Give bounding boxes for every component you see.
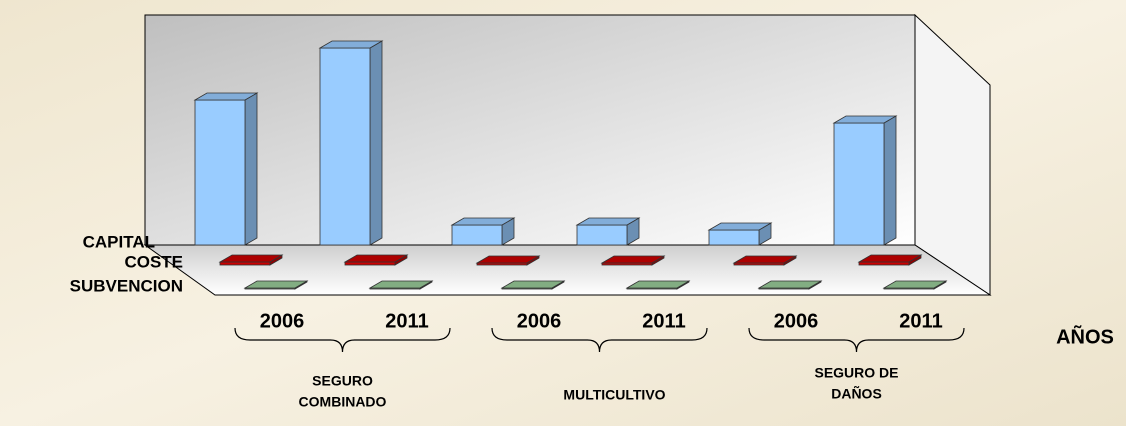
x-tick-label: 2006 [774,310,819,332]
bar-front [833,122,885,246]
bar-top [368,280,434,289]
bar [882,280,948,290]
x-tick-label: 2011 [899,310,942,332]
group-label: DAÑOS [831,385,882,402]
bar [500,280,566,290]
bar-top [732,255,798,264]
bar [368,280,434,290]
bar-side [369,40,383,246]
back-wall [144,14,916,246]
x-tick-label: 2011 [385,310,428,332]
bar-top [450,217,516,226]
bar-front [219,261,271,266]
group-label: COMBINADO [299,394,387,410]
bar [832,115,898,246]
bar-top [243,280,309,289]
bar [707,222,773,246]
bar-top [500,280,566,289]
bar [600,255,666,266]
bar [218,254,284,266]
bar-top [832,115,898,124]
legend-label: COSTE [124,252,183,271]
bar-top [343,254,409,263]
bar [450,217,516,246]
bar [732,255,798,266]
x-tick-label: 2011 [642,310,685,332]
bar-top [757,280,823,289]
bar-front [451,224,503,246]
bar [575,217,641,246]
x-axis-label: AÑOS [1056,325,1114,348]
bar [625,280,691,290]
bar-top [475,255,541,264]
bar-front [576,224,628,246]
bar-front [194,99,246,246]
group-brace [748,327,965,353]
bar-top [193,92,259,101]
bar-side [244,92,258,246]
legend-label: CAPITAL [83,232,155,251]
group-label: SEGURO [312,373,373,389]
bar-top [218,254,284,263]
bar-front [858,261,910,266]
bar-side [883,115,897,246]
bar-front [344,261,396,266]
legend-label: SUBVENCION [70,276,183,295]
group-label: SEGURO DE [814,365,898,381]
x-tick-label: 2006 [260,310,305,332]
bar-top [882,280,948,289]
bar-front [708,229,760,246]
group-brace [491,327,708,353]
bar [757,280,823,290]
bar-top [625,280,691,289]
bar-top [575,217,641,226]
bar-top [707,222,773,231]
bar [475,255,541,266]
group-label: MULTICULTIVO [563,387,665,403]
bar [318,40,384,246]
bar [193,92,259,246]
x-tick-label: 2006 [517,310,562,332]
bar-top [857,254,923,263]
bar [857,254,923,266]
bar-top [318,40,384,49]
bar-front [319,47,371,246]
bar [343,254,409,266]
bar-top [600,255,666,264]
bar [243,280,309,290]
group-brace [234,327,451,353]
